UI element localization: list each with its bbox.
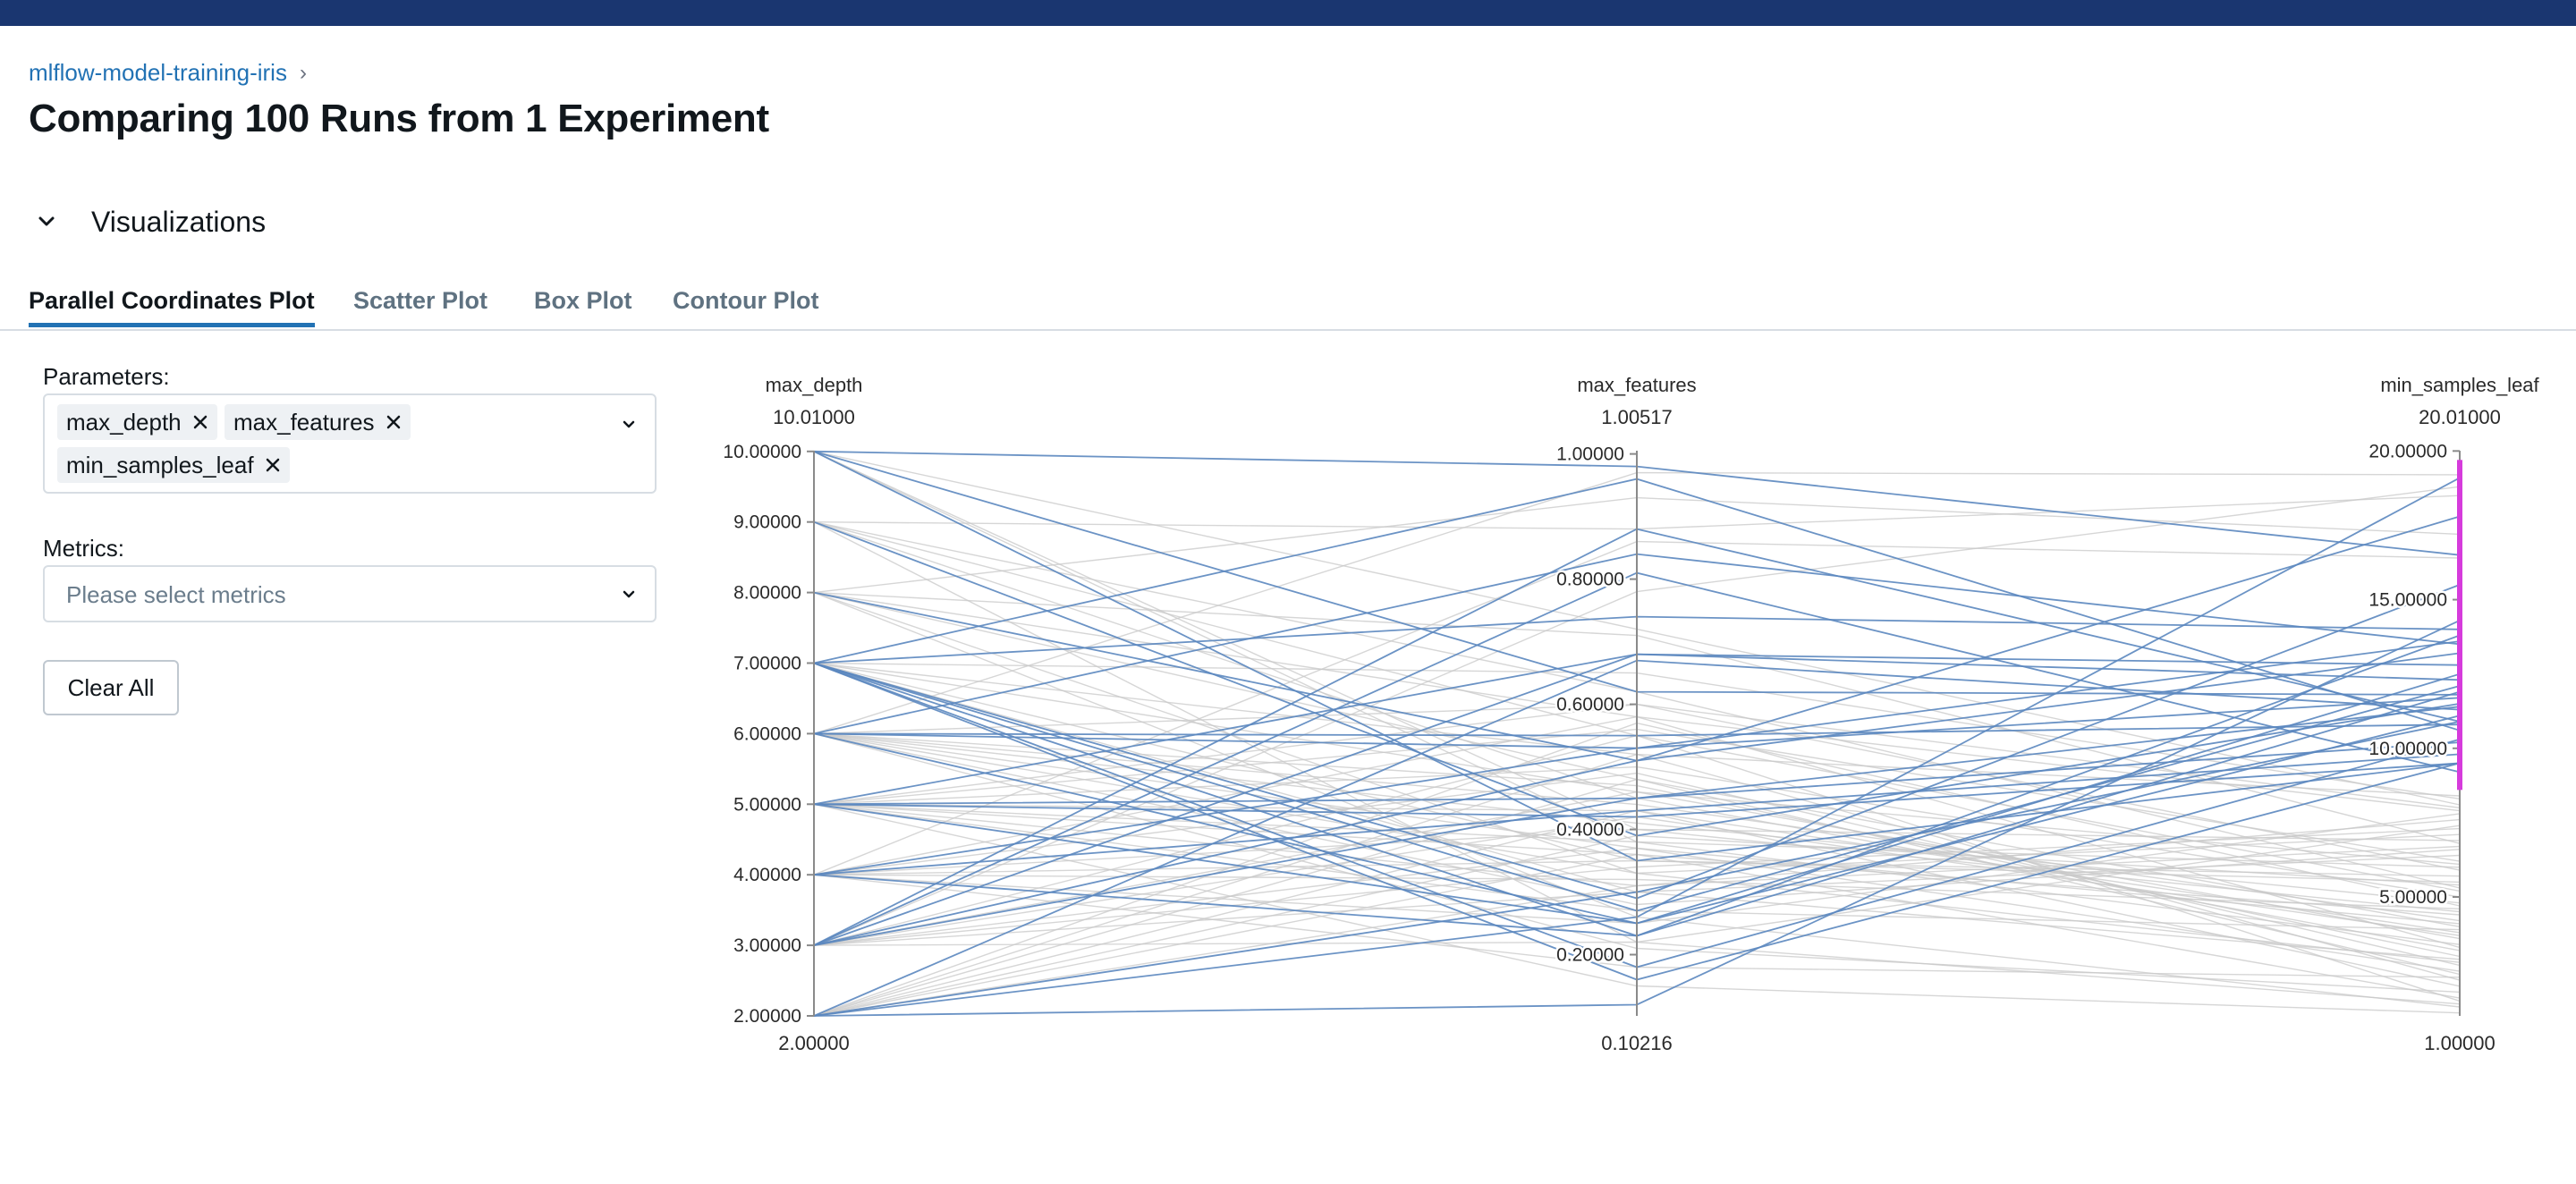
axis-min-label: 2.00000	[778, 1032, 850, 1054]
chevron-down-icon	[29, 204, 64, 240]
axis-min-label: 0.10216	[1601, 1032, 1673, 1054]
axis-tick-label: 8.00000	[733, 583, 801, 604]
axis-tick-halo: 0.20000	[1556, 945, 1624, 966]
axis-max-label: 10.01000	[773, 406, 855, 428]
chevron-down-icon[interactable]	[619, 415, 639, 435]
axis-tick-halo: 2.00000	[733, 1006, 801, 1027]
clear-all-button[interactable]: Clear All	[43, 660, 179, 715]
axis-tick-halo: 5.00000	[733, 794, 801, 815]
axis-tick-halo: 3.00000	[733, 935, 801, 956]
axis-tick-halo: 0.40000	[1556, 820, 1624, 841]
parameters-select[interactable]: max_depth max_features min_samples_leaf	[43, 393, 657, 494]
close-icon[interactable]	[191, 412, 210, 432]
axis-tick-label: 10.00000	[2368, 739, 2447, 759]
axis-title: max_features	[1577, 374, 1696, 396]
axis-tick-label: 0.60000	[1556, 695, 1624, 715]
visualization-tabs: Parallel Coordinates Plot Scatter Plot B…	[0, 284, 2576, 331]
breadcrumb: mlflow-model-training-iris ›	[29, 59, 307, 87]
axis-tick-label: 6.00000	[733, 723, 801, 744]
close-icon[interactable]	[384, 412, 403, 432]
axis-tick-halo: 9.00000	[733, 512, 801, 533]
axis-tick-label: 1.00000	[1556, 444, 1624, 465]
axis-tick-halo: 5.00000	[2379, 887, 2447, 908]
axis-tick-halo: 10.00000	[723, 442, 801, 462]
axis-tick-halo: 10.00000	[2368, 739, 2447, 759]
axis-min-label: 1.00000	[2424, 1032, 2496, 1054]
tab-parallel-coordinates-plot[interactable]: Parallel Coordinates Plot	[29, 284, 315, 327]
axis-tick-label: 15.00000	[2368, 590, 2447, 611]
axis-tick-label: 7.00000	[733, 653, 801, 673]
close-icon[interactable]	[263, 455, 283, 475]
page-title: Comparing 100 Runs from 1 Experiment	[29, 97, 769, 140]
tab-scatter-plot[interactable]: Scatter Plot	[353, 287, 488, 314]
metrics-placeholder: Please select metrics	[66, 581, 286, 608]
parameter-chip-label: max_features	[233, 408, 375, 436]
axis-max_depth[interactable]: max_depth10.010002.000002.000002.000003.…	[721, 374, 863, 1054]
breadcrumb-experiment-link[interactable]: mlflow-model-training-iris	[29, 59, 287, 86]
axis-tick-halo: 0.60000	[1556, 695, 1624, 715]
tab-contour-plot[interactable]: Contour Plot	[673, 287, 819, 314]
parallel-coordinates-plot[interactable]: max_depth10.010002.000002.000002.000003.…	[707, 367, 2567, 1082]
axis-tick-halo: 20.00000	[2368, 441, 2447, 461]
parameter-chip: min_samples_leaf	[57, 447, 290, 483]
axis-tick-halo: 7.00000	[733, 653, 801, 673]
parameter-chip: max_features	[225, 404, 411, 440]
metrics-select[interactable]: Please select metrics	[43, 565, 657, 622]
axis-tick-halo: 15.00000	[2368, 590, 2447, 611]
axis-tick-halo: 8.00000	[733, 583, 801, 604]
axis-tick-label: 0.80000	[1556, 570, 1624, 590]
parameters-label: Parameters:	[43, 363, 170, 390]
axis-tick-label: 5.00000	[2379, 887, 2447, 908]
axis-tick-label: 4.00000	[733, 865, 801, 885]
top-navigation-bar	[0, 0, 2576, 26]
visualizations-section-toggle[interactable]: Visualizations	[29, 204, 266, 240]
axis-min_samples_leaf[interactable]: min_samples_leaf20.010001.000005.000005.…	[2367, 374, 2540, 1054]
axis-tick-label: 3.00000	[733, 935, 801, 956]
axis-tick-label: 0.20000	[1556, 945, 1624, 966]
axis-tick-halo: 6.00000	[733, 723, 801, 744]
axis-tick-halo: 0.80000	[1556, 570, 1624, 590]
axis-brush-selection[interactable]	[2457, 460, 2462, 791]
metrics-label: Metrics:	[43, 535, 124, 562]
axis-tick-label: 0.40000	[1556, 820, 1624, 841]
axis-tick-label: 9.00000	[733, 512, 801, 533]
tab-box-plot[interactable]: Box Plot	[534, 287, 632, 314]
axis-max_features[interactable]: max_features1.005170.102160.200000.20000…	[1555, 374, 1697, 1054]
axis-tick-halo: 1.00000	[1556, 444, 1624, 465]
parameter-chip: max_depth	[57, 404, 217, 440]
axis-max-label: 1.00517	[1601, 406, 1673, 428]
chevron-right-icon: ›	[299, 60, 307, 85]
axis-title: min_samples_leaf	[2380, 374, 2539, 396]
axis-title: max_depth	[766, 374, 863, 396]
section-title: Visualizations	[91, 205, 267, 238]
axis-tick-label: 5.00000	[733, 794, 801, 815]
chevron-down-icon[interactable]	[619, 585, 639, 605]
parameter-chip-label: max_depth	[66, 408, 182, 436]
axis-tick-halo: 4.00000	[733, 865, 801, 885]
axis-max-label: 20.01000	[2419, 406, 2501, 428]
axis-tick-label: 10.00000	[723, 442, 801, 462]
parameter-chip-label: min_samples_leaf	[66, 451, 254, 478]
axis-tick-label: 2.00000	[733, 1006, 801, 1027]
axis-tick-label: 20.00000	[2368, 441, 2447, 461]
